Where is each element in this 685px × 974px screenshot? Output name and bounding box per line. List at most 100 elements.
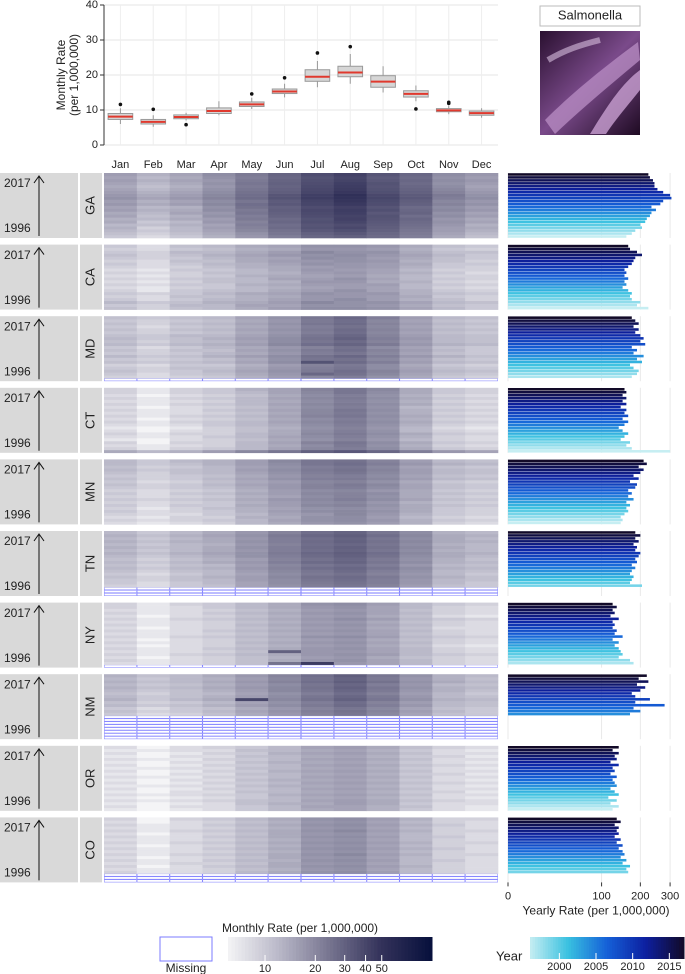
heat-cell (268, 606, 301, 609)
heat-cell (334, 483, 367, 486)
heat-cell (170, 176, 203, 179)
colorbar-step (412, 937, 416, 961)
heat-cell (400, 274, 433, 277)
heat-cell (170, 769, 203, 772)
heat-cell (104, 423, 137, 426)
heat-cell (367, 292, 400, 295)
heat-cell (400, 677, 433, 680)
heat-cell (367, 686, 400, 689)
x-tick-label: Apr (210, 159, 227, 171)
heat-cell (465, 337, 498, 340)
heat-cell (400, 683, 433, 686)
heat-cell (137, 403, 170, 406)
heat-cell (432, 856, 465, 859)
heat-cell (268, 203, 301, 206)
heat-cell (137, 471, 170, 474)
heat-cell (203, 775, 236, 778)
heat-cell (400, 650, 433, 653)
missing-cell (400, 877, 432, 879)
box (338, 66, 363, 77)
heat-cell (170, 477, 203, 480)
heat-cell (268, 626, 301, 629)
heat-cell (104, 432, 137, 435)
heat-cell (367, 369, 400, 372)
year-range-end: 2017 (4, 749, 31, 763)
heat-cell (367, 179, 400, 182)
heat-cell (465, 307, 498, 310)
bar (508, 567, 635, 570)
heat-cell (170, 206, 203, 209)
colorbar-step (378, 937, 382, 961)
heat-cell (203, 799, 236, 802)
heat-cell (367, 417, 400, 420)
heat-cell (170, 775, 203, 778)
heat-cell (400, 372, 433, 375)
heat-cell (203, 366, 236, 369)
heat-cell (268, 369, 301, 372)
heat-cell (235, 692, 268, 695)
heat-cell (465, 322, 498, 325)
heat-cell (465, 787, 498, 790)
heat-cell (203, 513, 236, 516)
heat-cell (104, 575, 137, 578)
heat-cell (465, 844, 498, 847)
heat-cell (137, 438, 170, 441)
heat-cell (104, 805, 137, 808)
heat-cell (465, 400, 498, 403)
heat-cell (367, 566, 400, 569)
heat-cell (235, 537, 268, 540)
heat-cell (104, 346, 137, 349)
missing-cell (367, 719, 399, 721)
missing-cell (203, 731, 235, 733)
heat-cell (268, 802, 301, 805)
heat-cell (203, 769, 236, 772)
heat-cell (203, 841, 236, 844)
bar (508, 641, 619, 644)
heat-cell (170, 656, 203, 659)
heat-cell (432, 489, 465, 492)
heat-cell (301, 623, 334, 626)
heat-cell (400, 796, 433, 799)
heat-cell (301, 435, 334, 438)
heat-cell (400, 581, 433, 584)
missing-cell (334, 719, 366, 721)
heat-cell (432, 758, 465, 761)
heat-cell (104, 417, 137, 420)
missing-cell (367, 725, 399, 727)
missing-cell (236, 722, 268, 724)
heat-cell (367, 746, 400, 749)
heat-cell (235, 778, 268, 781)
bar (508, 683, 637, 686)
bar (508, 391, 626, 394)
heat-cell (432, 808, 465, 811)
heat-cell (367, 862, 400, 865)
heat-cell (203, 468, 236, 471)
bar (508, 463, 647, 466)
heat-cell (334, 352, 367, 355)
heat-cell (235, 400, 268, 403)
heat-cell (432, 352, 465, 355)
heat-cell (170, 459, 203, 462)
heat-cell (170, 420, 203, 423)
heat-cell (465, 644, 498, 647)
heat-cell (137, 366, 170, 369)
heat-cell (235, 555, 268, 558)
missing-cell (367, 880, 399, 882)
heat-cell (104, 251, 137, 254)
bar (508, 656, 619, 659)
missing-cell (170, 737, 202, 739)
heat-cell (334, 549, 367, 552)
heat-cell (268, 259, 301, 262)
x-tick-label: 200 (631, 890, 649, 902)
heat-cell (400, 775, 433, 778)
heat-cell (170, 408, 203, 411)
heat-cell (367, 692, 400, 695)
heat-cell (301, 226, 334, 229)
missing-cell (104, 716, 136, 718)
heat-cell (465, 755, 498, 758)
bar (508, 784, 617, 787)
heat-cell (367, 429, 400, 432)
heat-cell (465, 659, 498, 662)
heat-cell (367, 629, 400, 632)
heat-cell (137, 375, 170, 378)
